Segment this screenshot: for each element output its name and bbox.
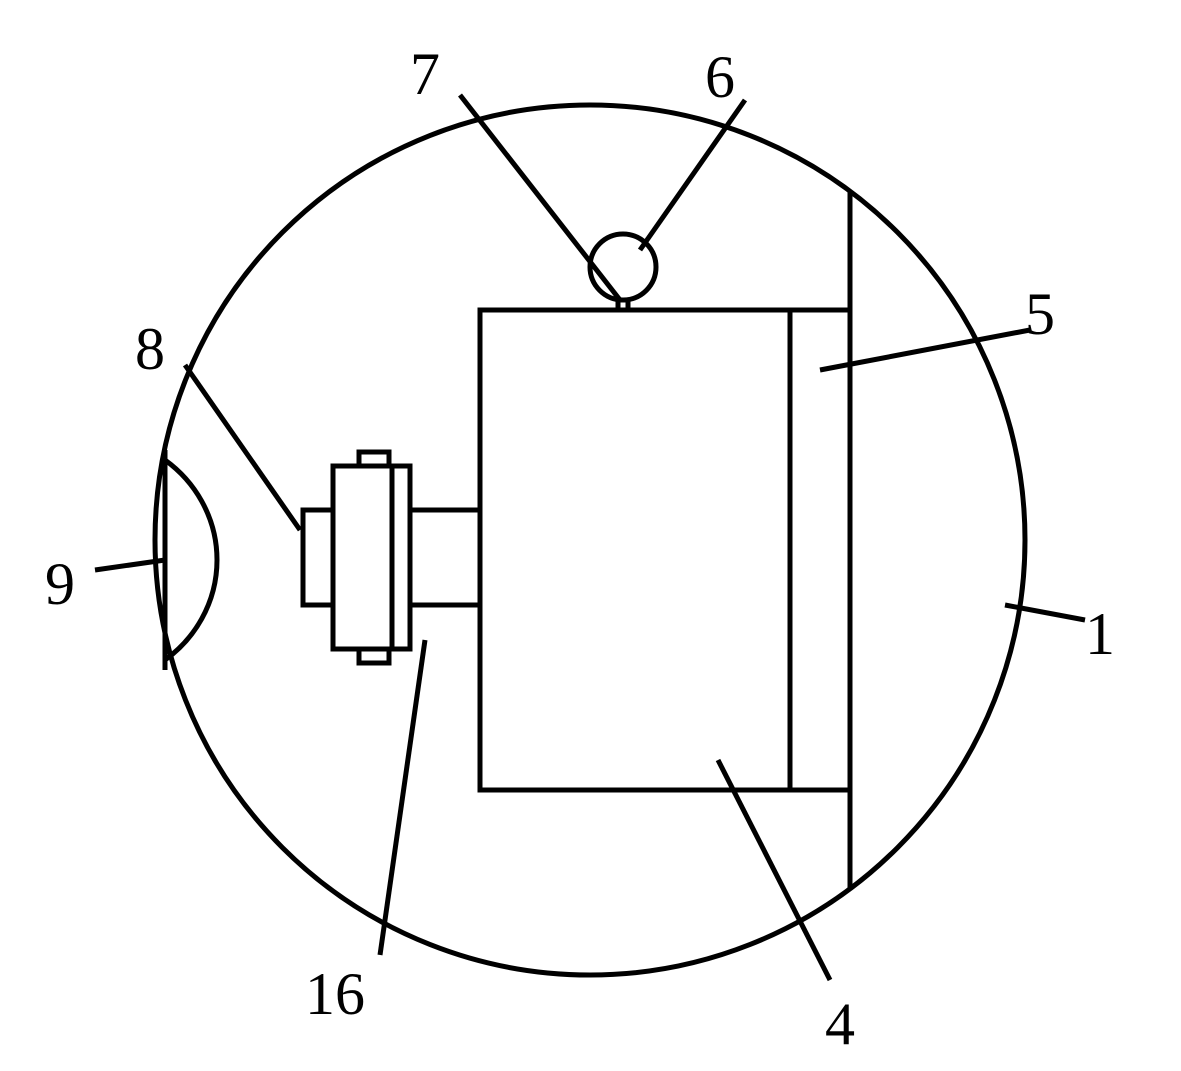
connector-bar-left: [303, 510, 333, 605]
label-4: 4: [825, 991, 855, 1057]
bracket-tab-top: [359, 452, 389, 466]
bracket-top: [333, 466, 410, 649]
label-5: 5: [1025, 281, 1055, 347]
connector-bar-right: [410, 510, 480, 605]
leader-4: [718, 760, 830, 980]
label-9: 9: [45, 551, 75, 617]
dome-arc: [165, 460, 217, 660]
main-box: [480, 310, 850, 790]
label-16: 16: [305, 961, 365, 1027]
leader-7: [460, 95, 620, 300]
label-6: 6: [705, 44, 735, 110]
flange-stem: [618, 300, 628, 310]
label-1: 1: [1085, 601, 1115, 667]
label-7: 7: [410, 41, 440, 107]
leader-6: [640, 100, 745, 250]
label-8: 8: [135, 316, 165, 382]
leader-16: [380, 640, 425, 955]
bracket-tab-bottom: [359, 649, 389, 663]
